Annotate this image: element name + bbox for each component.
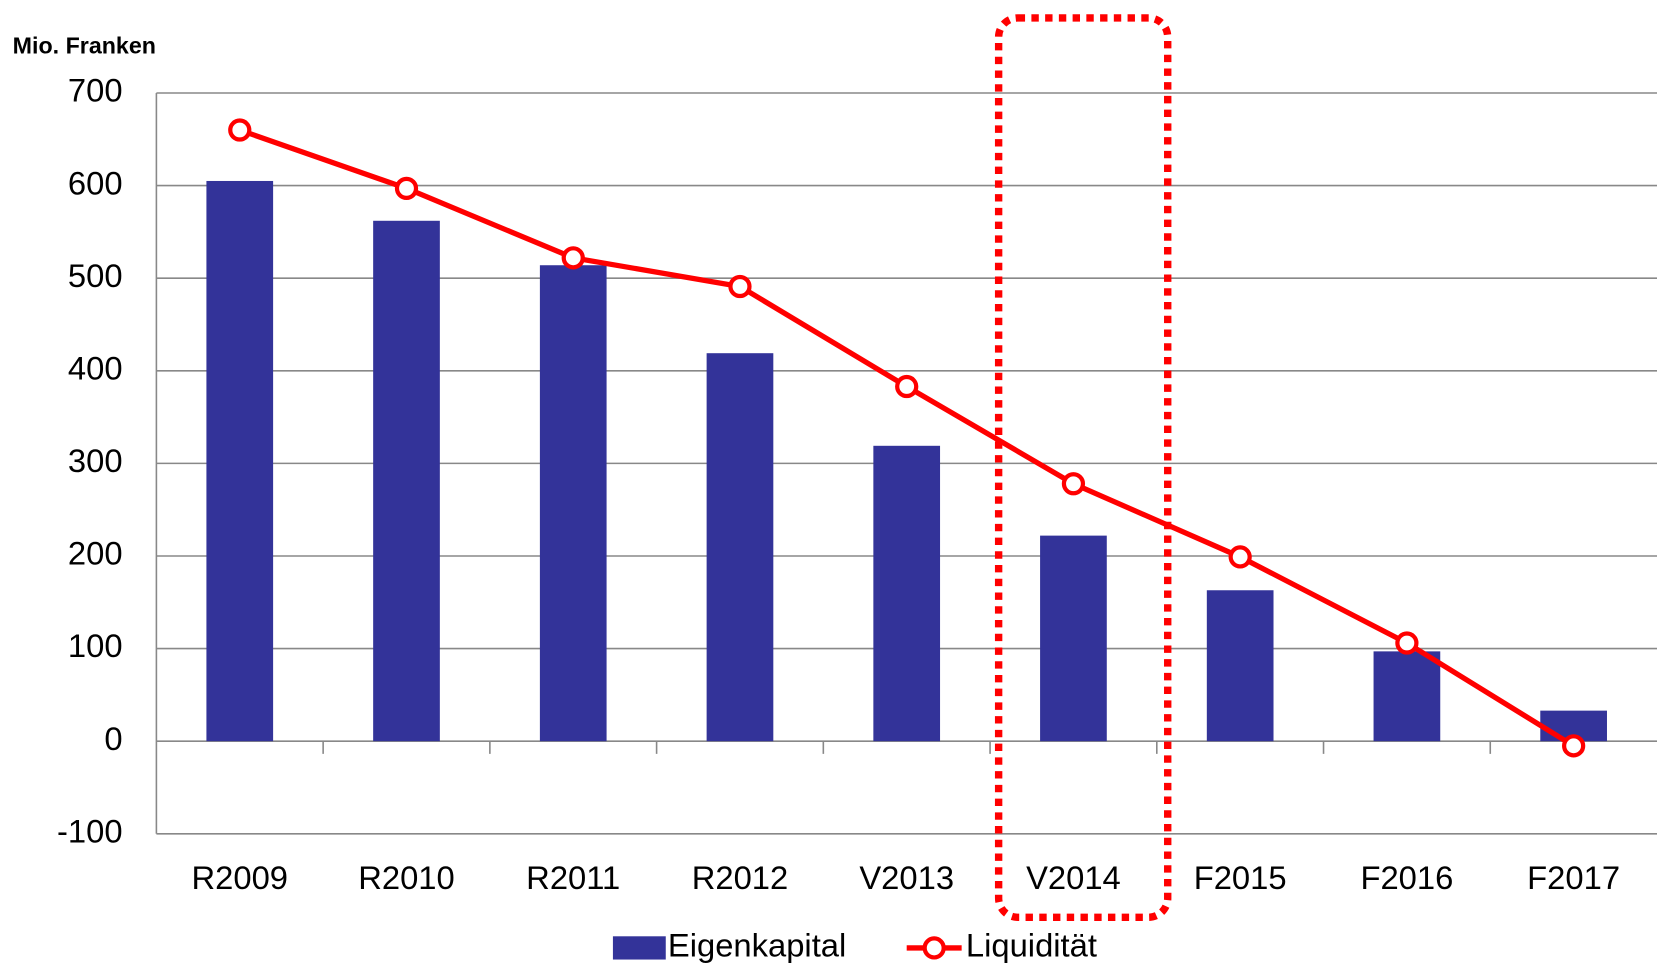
bar — [873, 445, 941, 742]
bar — [1373, 651, 1441, 742]
x-tick-label: F2017 — [1527, 859, 1620, 896]
bar — [1040, 535, 1107, 742]
bar — [373, 220, 440, 742]
legend-label: Eigenkapital — [668, 927, 846, 964]
line-marker — [1562, 734, 1586, 758]
line-marker — [728, 274, 752, 299]
line-marker — [1228, 545, 1252, 569]
x-tick-label: V2014 — [1026, 859, 1121, 896]
x-tick-label: F2015 — [1194, 859, 1287, 896]
y-tick-label: -100 — [57, 812, 123, 849]
y-tick-label: 700 — [68, 72, 123, 109]
bar — [1206, 590, 1274, 742]
y-axis-label: Mio. Franken — [13, 33, 156, 59]
y-tick-label: 100 — [68, 627, 123, 664]
y-tick-label: 600 — [68, 164, 123, 201]
x-tick-label: R2010 — [358, 859, 455, 896]
x-tick-label: V2013 — [859, 859, 954, 896]
x-tick-label: R2012 — [692, 859, 789, 896]
y-tick-label: 200 — [68, 535, 123, 572]
legend-swatch — [612, 936, 666, 960]
bar — [539, 265, 607, 742]
legend-label: Liquidität — [966, 927, 1097, 964]
line-marker — [895, 374, 919, 399]
y-tick-label: 300 — [68, 442, 123, 479]
line-marker — [561, 246, 585, 270]
line-marker — [394, 176, 419, 200]
bar — [706, 353, 774, 742]
x-tick-label: F2016 — [1360, 859, 1453, 896]
line-marker — [228, 118, 252, 142]
highlight-box — [994, 14, 1172, 921]
y-tick-label: 0 — [104, 720, 122, 757]
legend-swatch — [922, 936, 946, 960]
line-marker — [1395, 631, 1419, 655]
x-tick-label: R2009 — [192, 859, 289, 896]
bar — [206, 180, 274, 742]
y-tick-label: 500 — [68, 257, 123, 294]
y-tick-label: 400 — [68, 349, 123, 386]
x-tick-label: R2011 — [526, 859, 620, 896]
line-marker — [1061, 472, 1086, 496]
